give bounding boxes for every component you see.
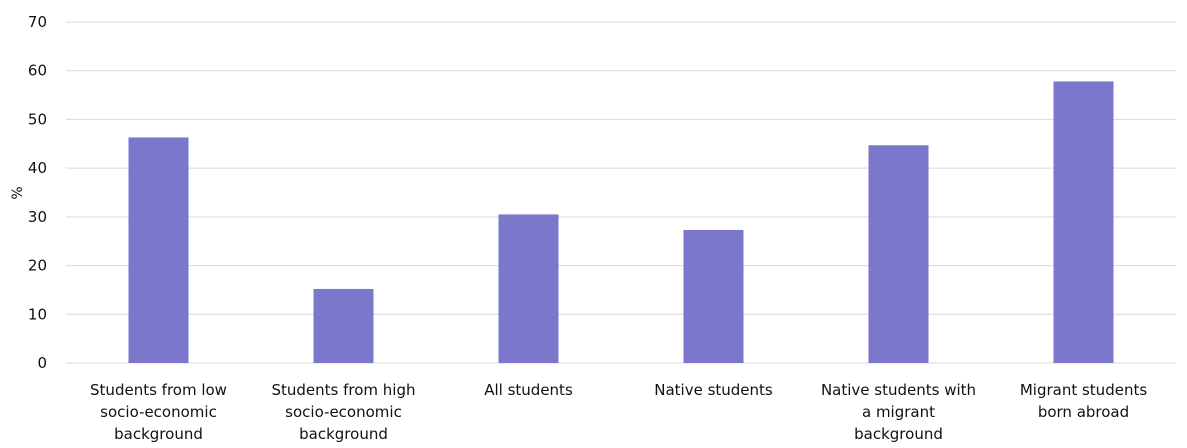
y-axis-ticks: 0 10 20 30 40 50 60 70 bbox=[28, 13, 47, 372]
x-axis-labels: Students from low socio-economic backgroun… bbox=[90, 381, 1147, 443]
y-tick-label: 50 bbox=[28, 110, 47, 128]
y-axis-title: % bbox=[10, 186, 26, 199]
x-category-label: Migrant students born abroad bbox=[1020, 381, 1147, 421]
y-tick-label: 10 bbox=[28, 305, 47, 323]
bars bbox=[128, 81, 1114, 363]
x-category-label: Native students with a migrant background bbox=[821, 381, 976, 443]
x-category-label: Native students bbox=[654, 381, 773, 399]
x-category-label-line: a migrant bbox=[862, 403, 935, 421]
y-tick-label: 20 bbox=[28, 257, 47, 275]
x-category-label-line: All students bbox=[484, 381, 573, 399]
y-tick-label: 70 bbox=[28, 13, 47, 31]
x-category-label-line: Native students with bbox=[821, 381, 976, 399]
bar bbox=[498, 214, 559, 363]
y-tick-label: 60 bbox=[28, 62, 47, 80]
x-category-label-line: Students from high bbox=[271, 381, 415, 399]
x-category-label-line: born abroad bbox=[1038, 403, 1129, 421]
bar bbox=[683, 230, 744, 363]
x-category-label-line: Migrant students bbox=[1020, 381, 1147, 399]
y-tick-label: 40 bbox=[28, 159, 47, 177]
x-category-label-line: Students from low bbox=[90, 381, 227, 399]
x-category-label: Students from high socio-economic backgrou… bbox=[271, 381, 415, 443]
x-category-label-line: socio-economic bbox=[285, 403, 402, 421]
x-category-label: Students from low socio-economic backgroun… bbox=[90, 381, 227, 443]
x-category-label-line: socio-economic bbox=[100, 403, 217, 421]
y-tick-label: 30 bbox=[28, 208, 47, 226]
bar bbox=[313, 288, 374, 363]
bar bbox=[1053, 81, 1114, 363]
bar bbox=[868, 145, 929, 363]
bar bbox=[128, 137, 189, 363]
gridlines bbox=[66, 21, 1176, 364]
x-category-label: All students bbox=[484, 381, 573, 399]
x-category-label-line: background bbox=[854, 425, 943, 443]
x-category-label-line: Native students bbox=[654, 381, 773, 399]
x-category-label-line: background bbox=[114, 425, 203, 443]
x-category-label-line: background bbox=[299, 425, 388, 443]
y-tick-label: 0 bbox=[37, 354, 47, 372]
